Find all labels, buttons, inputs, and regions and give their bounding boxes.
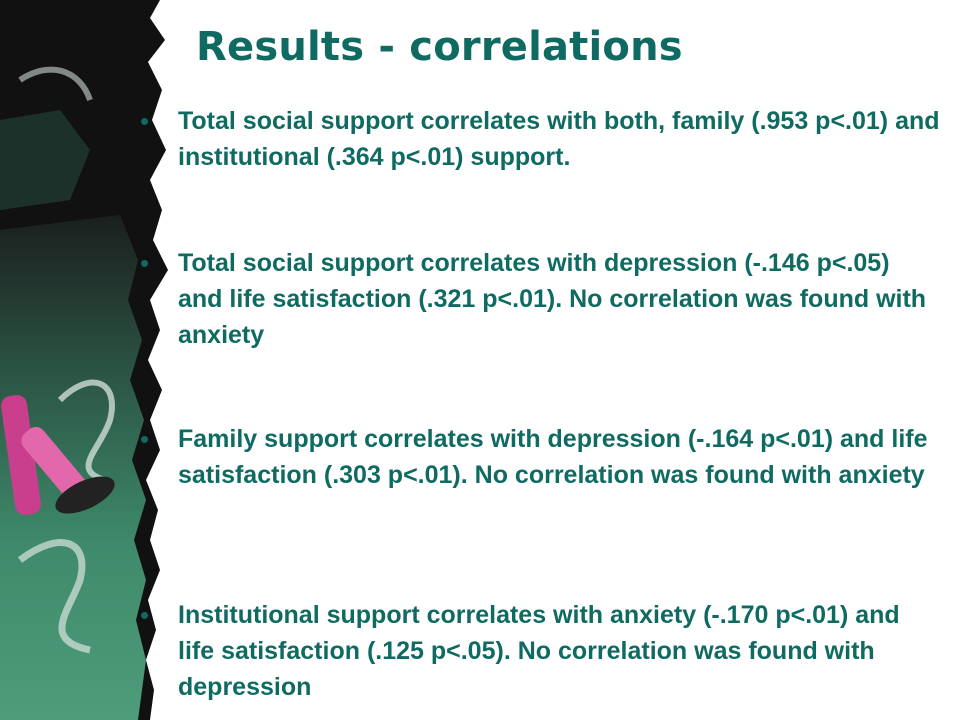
bullet-item: • Total social support correlates with d… [140, 245, 940, 353]
bullet-item: • Family support correlates with depress… [140, 421, 940, 493]
bullet-marker: • [140, 106, 150, 136]
bullet-text: Total social support correlates with bot… [178, 107, 940, 171]
bullet-text: Family support correlates with depressio… [178, 425, 928, 489]
pink-chalk-icon [1, 395, 115, 515]
slide-title: Results - correlations [196, 24, 683, 70]
bullet-marker: • [140, 424, 150, 454]
chalk-scribble [18, 66, 93, 102]
chalk-number [57, 379, 115, 483]
bullet-item: • Institutional support correlates with … [140, 597, 940, 705]
bullet-item: • Total social support correlates with b… [140, 103, 940, 175]
bullet-marker: • [140, 600, 150, 630]
bullet-text: Institutional support correlates with an… [178, 601, 900, 701]
chalk-number-2 [17, 539, 91, 654]
bullet-marker: • [140, 248, 150, 278]
bullet-text: Total social support correlates with dep… [178, 249, 927, 349]
